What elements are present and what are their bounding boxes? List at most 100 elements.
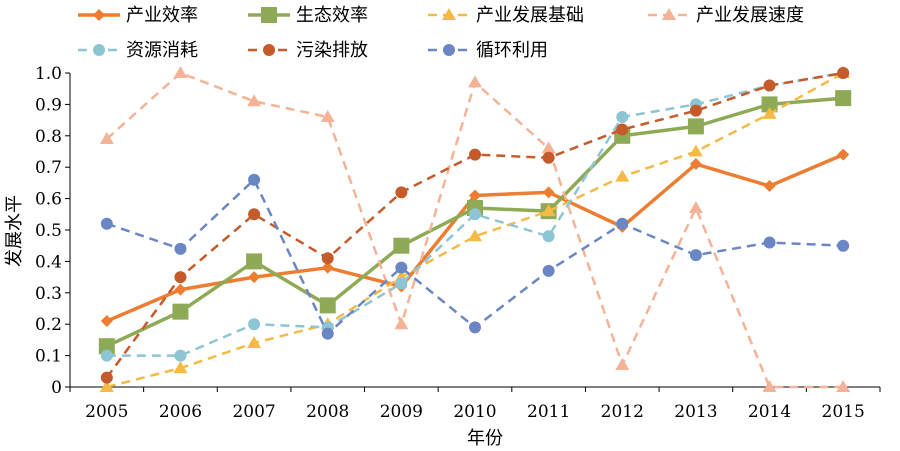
data-point	[173, 66, 188, 78]
legend-label: 资源消耗	[126, 40, 198, 61]
y-tick-label: 0.9	[35, 95, 62, 115]
legend-label: 产业发展速度	[696, 5, 804, 26]
x-tick-label: 2014	[748, 402, 791, 422]
x-tick-label: 2010	[453, 402, 496, 422]
series-line	[106, 96, 844, 348]
x-tick-label: 2011	[527, 402, 570, 422]
legend-item: 产业发展速度	[648, 5, 804, 26]
legend-label: 产业发展基础	[476, 5, 584, 26]
data-point	[763, 180, 776, 193]
data-point	[248, 318, 261, 331]
data-point	[761, 96, 778, 113]
legend-label: 生态效率	[296, 5, 368, 26]
data-point	[837, 67, 850, 79]
data-point	[99, 131, 114, 144]
data-point	[395, 261, 408, 274]
data-point	[616, 217, 629, 230]
data-point	[319, 297, 336, 314]
data-point	[762, 106, 777, 119]
data-point	[248, 271, 261, 284]
y-tick-label: 0.3	[35, 284, 62, 304]
legend-marker	[93, 44, 105, 56]
data-point	[247, 94, 262, 107]
data-point	[542, 230, 555, 243]
data-point	[100, 371, 113, 384]
x-tick-label: 2008	[306, 402, 349, 422]
data-point	[393, 237, 410, 254]
data-point	[174, 271, 187, 284]
legend-label: 循环利用	[476, 40, 548, 61]
data-point	[542, 186, 555, 199]
data-point	[468, 75, 482, 88]
data-point	[321, 252, 334, 265]
data-point	[688, 201, 703, 214]
legend-item: 资源消耗	[78, 40, 198, 61]
series-6	[100, 67, 850, 384]
data-point	[100, 349, 113, 362]
y-tick-label: 0.7	[35, 158, 62, 178]
data-point	[469, 208, 481, 221]
y-tick-label: 0.6	[35, 190, 62, 210]
data-point	[174, 242, 187, 255]
data-point	[541, 204, 556, 217]
data-point	[837, 148, 850, 161]
data-point	[837, 239, 850, 252]
chart-axes: 0 0.1 0.2 0.3 0.4 0.5 0.6 0.7 0.8 0.9 1.0 2005 2006 2…	[35, 64, 881, 422]
x-tick-label: 2009	[380, 402, 423, 422]
data-point	[100, 315, 113, 328]
series-2	[98, 90, 852, 355]
legend-marker	[442, 8, 456, 20]
data-point	[172, 303, 189, 320]
data-point	[689, 104, 702, 117]
data-point	[395, 277, 408, 290]
data-point	[247, 336, 262, 349]
data-point	[616, 110, 629, 123]
data-point	[836, 380, 851, 392]
data-point	[173, 361, 188, 374]
data-point	[762, 380, 777, 392]
legend-label: 产业效率	[126, 5, 198, 26]
x-tick-label: 2006	[159, 402, 202, 422]
legend-marker	[261, 7, 277, 23]
y-tick-label: 0	[51, 378, 62, 398]
series-7	[100, 173, 850, 340]
series-4	[99, 66, 851, 392]
data-point	[542, 151, 555, 164]
data-point	[688, 144, 703, 157]
data-point	[248, 173, 261, 186]
x-tick-label: 2013	[674, 402, 717, 422]
legend-item: 污染排放	[248, 40, 368, 61]
data-point	[763, 236, 776, 249]
legend-marker	[93, 9, 105, 21]
data-point	[394, 317, 409, 330]
data-point	[320, 109, 335, 122]
y-tick-label: 0.5	[35, 221, 62, 241]
legend-item: 生态效率	[248, 5, 368, 26]
data-point	[469, 321, 481, 334]
y-axis-title: 发展水平	[4, 195, 25, 267]
data-point	[468, 229, 482, 242]
series-line	[106, 71, 844, 389]
y-tick-label: 0.1	[35, 347, 62, 367]
series-line	[106, 71, 844, 357]
data-point	[469, 148, 481, 161]
data-point	[99, 380, 114, 392]
y-tick-label: 0.8	[35, 127, 62, 147]
data-point	[469, 189, 481, 202]
data-point	[98, 338, 115, 355]
legend-marker	[443, 44, 455, 56]
x-tick-label: 2015	[822, 402, 865, 422]
data-point	[542, 264, 555, 277]
legend-marker	[263, 44, 275, 56]
series-5	[100, 67, 850, 362]
data-point	[174, 283, 187, 296]
legend-label: 污染排放	[296, 40, 368, 61]
data-point	[541, 141, 556, 154]
legend-item: 产业发展基础	[428, 5, 584, 26]
legend-item: 产业效率	[78, 5, 198, 26]
data-point	[100, 217, 113, 230]
y-tick-label: 1.0	[35, 64, 62, 84]
legend-item: 循环利用	[428, 40, 548, 61]
